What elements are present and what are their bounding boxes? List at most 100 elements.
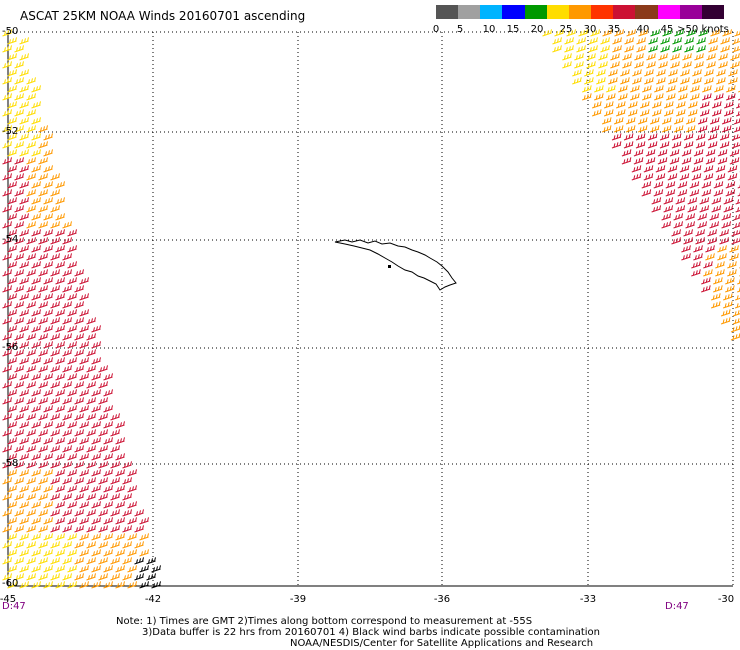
- wind-barb: [733, 126, 740, 133]
- wind-barb: [91, 533, 101, 541]
- wind-barb: [642, 93, 652, 101]
- wind-barb: [43, 549, 53, 557]
- wind-barb: [38, 397, 48, 405]
- wind-barb: [26, 301, 36, 309]
- wind-barb: [702, 85, 712, 93]
- wind-barb: [683, 229, 693, 237]
- wind-barb: [691, 173, 702, 181]
- wind-barb: [19, 549, 29, 557]
- wind-barb: [717, 157, 728, 165]
- wind-barb: [31, 133, 41, 141]
- wind-barb: [38, 349, 48, 357]
- wind-barb: [43, 469, 53, 477]
- south-georgia-island: [334, 239, 457, 291]
- wind-barb: [2, 445, 12, 453]
- wind-barb: [19, 53, 29, 61]
- wind-barb: [98, 525, 108, 533]
- wind-barb: [62, 349, 72, 357]
- wind-barb: [19, 453, 29, 461]
- wind-barb: [7, 149, 17, 157]
- wind-barb: [564, 45, 574, 53]
- wind-barb: [26, 125, 36, 133]
- wind-barb: [127, 517, 137, 525]
- wind-barb: [7, 469, 17, 477]
- wind-barb: [584, 69, 594, 77]
- wind-barb: [596, 77, 606, 85]
- wind-barb: [19, 581, 29, 589]
- wind-barb: [644, 77, 654, 85]
- wind-barb: [55, 437, 65, 445]
- wind-barb: [31, 149, 41, 157]
- wind-barb: [26, 429, 36, 437]
- legend-swatch: [657, 5, 681, 19]
- wind-barb: [86, 445, 96, 453]
- wind-barb: [731, 142, 740, 149]
- legend-swatch: [546, 5, 570, 19]
- wind-barb: [699, 109, 710, 117]
- wind-barb: [98, 445, 108, 453]
- wind-barb: [703, 261, 713, 269]
- wind-barb: [694, 61, 704, 69]
- wind-barb: [67, 373, 77, 381]
- wind-barb: [55, 213, 65, 221]
- wind-barb: [19, 101, 29, 109]
- wind-barb: [718, 53, 728, 61]
- wind-barb: [672, 45, 682, 53]
- wind-barb: [74, 445, 84, 453]
- wind-barb: [667, 173, 678, 181]
- wind-barb: [79, 373, 89, 381]
- wind-barb: [91, 517, 101, 525]
- wind-barb: [50, 493, 60, 501]
- wind-barb: [55, 261, 65, 269]
- wind-barb: [7, 277, 17, 285]
- wind-barb: [134, 509, 144, 517]
- wind-barb: [710, 301, 721, 309]
- wind-barb: [706, 53, 716, 61]
- wind-barb: [671, 229, 681, 237]
- wind-barb: [725, 285, 735, 293]
- wind-barb: [31, 437, 41, 445]
- wind-barb: [562, 61, 572, 69]
- wind-barb: [62, 493, 72, 501]
- wind-barb: [693, 253, 703, 261]
- wind-barb: [2, 333, 12, 341]
- wind-barb: [79, 485, 89, 493]
- wind-barb: [62, 445, 72, 453]
- wind-barb: [38, 141, 48, 149]
- wind-barb: [62, 381, 72, 389]
- lon-label-33: -33: [579, 594, 597, 605]
- wind-barb: [14, 77, 24, 85]
- wind-barb: [2, 493, 12, 501]
- lon-label-36: -36: [433, 594, 451, 605]
- wind-barb: [19, 117, 29, 125]
- wind-barb: [110, 445, 120, 453]
- wind-barb: [643, 173, 654, 181]
- wind-barb: [574, 61, 584, 69]
- wind-barb: [50, 221, 60, 229]
- wind-barb: [735, 199, 740, 205]
- wind-barb: [668, 77, 678, 85]
- wind-barb: [122, 493, 132, 501]
- wind-barb: [713, 181, 724, 189]
- wind-barb: [729, 149, 740, 157]
- wind-barb: [2, 29, 12, 37]
- wind-barb: [43, 373, 53, 381]
- wind-barb: [14, 301, 24, 309]
- wind-barb: [103, 581, 113, 589]
- wind-barb: [661, 221, 672, 229]
- wind-barb: [62, 221, 72, 229]
- wind-barb: [91, 565, 101, 573]
- wind-barb: [730, 325, 740, 333]
- wind-barb: [26, 333, 36, 341]
- wind-barb: [19, 261, 29, 269]
- wind-barb: [7, 309, 17, 317]
- wind-barb: [608, 69, 618, 77]
- wind-barb: [74, 541, 84, 549]
- wind-barb: [582, 85, 592, 93]
- wind-barb: [675, 109, 686, 117]
- wind-barb: [43, 165, 53, 173]
- wind-barb: [701, 285, 711, 293]
- wind-barb: [127, 501, 137, 509]
- wind-barb: [38, 125, 48, 133]
- wind-barb: [110, 525, 120, 533]
